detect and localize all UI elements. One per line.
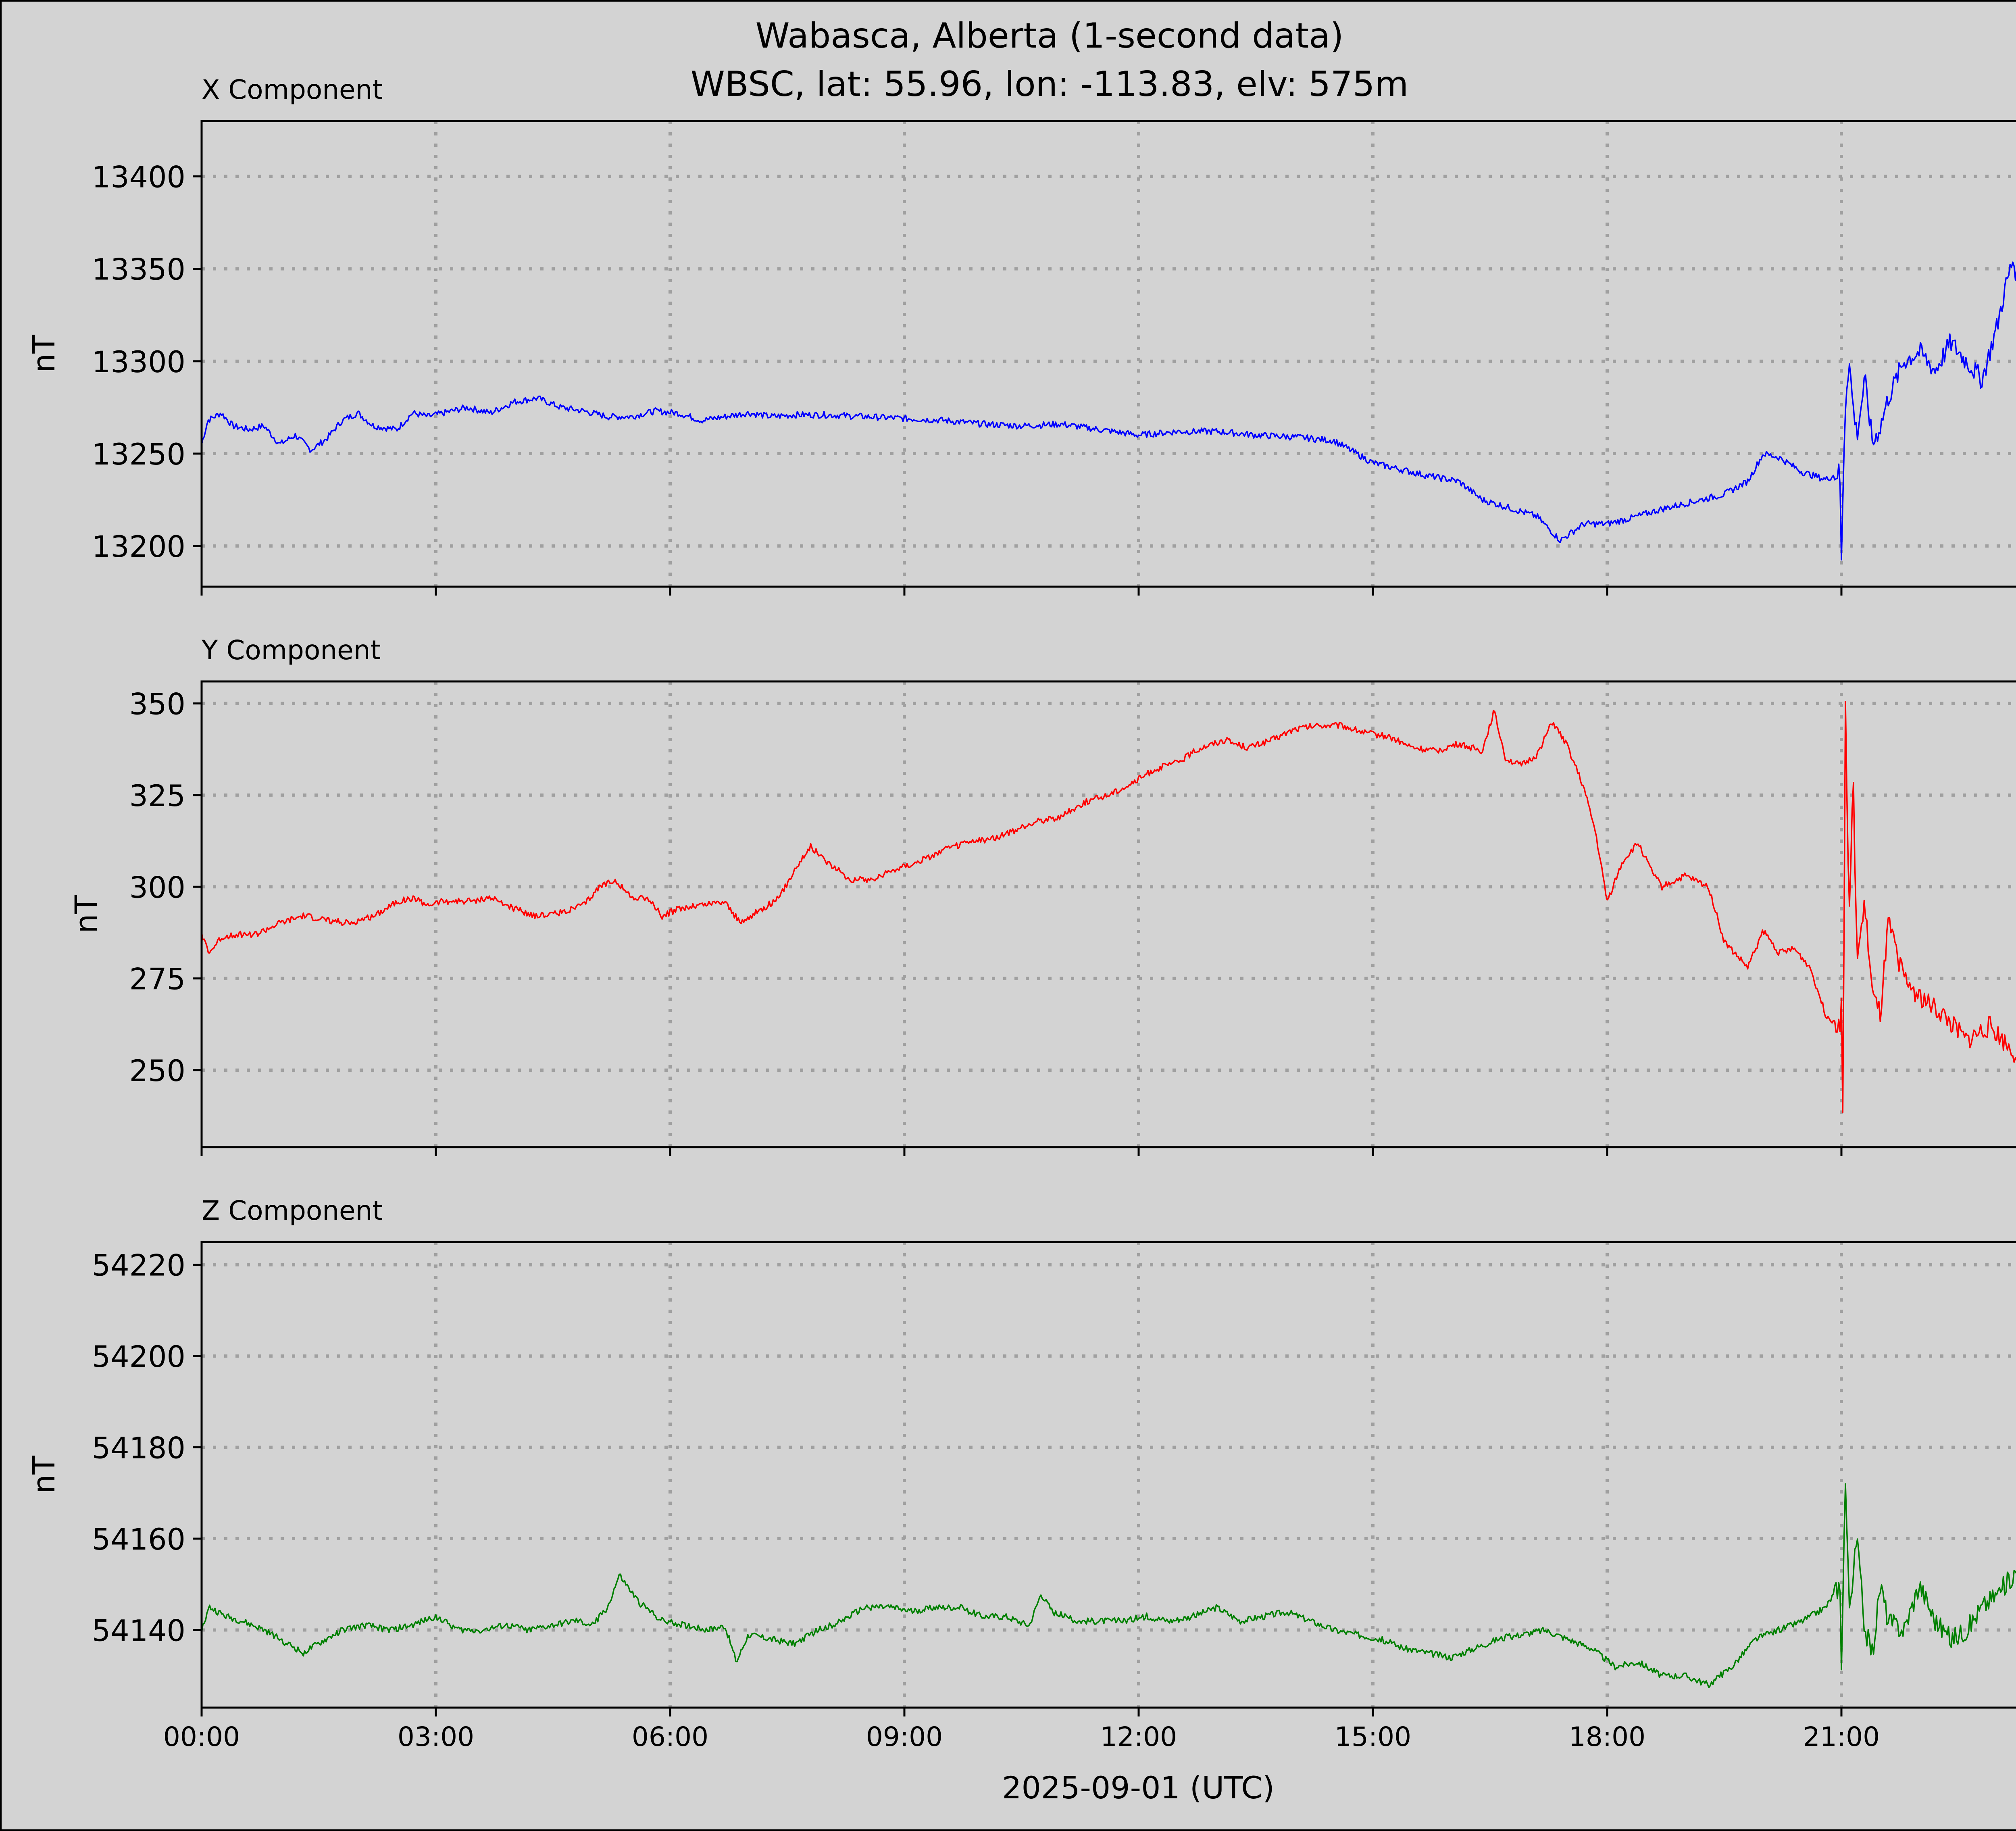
panel-0-ytick-label: 13400 <box>92 160 185 195</box>
panel-1-ylabel: nT <box>68 895 104 933</box>
panel-0-ylabel: nT <box>26 335 62 373</box>
panel-0-ytick-label: 13250 <box>92 437 185 472</box>
panel-2-xtick-label: 21:00 <box>1803 1721 1880 1752</box>
panel-0: X Component nT 13200 13250 13300 13350 13400 <box>26 74 2016 596</box>
panel-0-ytick-label: 13350 <box>92 253 185 287</box>
panel-2-ytick-label: 54200 <box>92 1340 185 1374</box>
panel-1-ytick-label: 250 <box>129 1054 185 1088</box>
panel-2-xtick-label: 18:00 <box>1569 1721 1645 1752</box>
panel-2-xtick-label: 03:00 <box>398 1721 474 1752</box>
panel-2-ytick-label: 54220 <box>92 1249 185 1283</box>
panel-0-title: X Component <box>202 74 383 105</box>
x-axis-label: 2025-09-01 (UTC) <box>1002 1770 1275 1806</box>
panel-2-xtick-label: 09:00 <box>866 1721 943 1752</box>
panel-1-ytick-label: 350 <box>129 687 185 722</box>
panel-1-ytick-label: 325 <box>129 779 185 813</box>
panel-2-series-line <box>201 1483 2016 1688</box>
figure-title-line1: Wabasca, Alberta (1-second data) <box>756 16 1344 56</box>
panel-2: Z Component nT 54140 54160 54180 54200 54220 00… <box>26 1195 2016 1752</box>
panel-1: Y Component nT 250 275 300 325 350 <box>68 635 2016 1156</box>
panel-2-xtick-label: 15:00 <box>1335 1721 1411 1752</box>
panel-2-title: Z Component <box>202 1195 383 1226</box>
panel-2-xtick-label: 00:00 <box>163 1721 240 1752</box>
panel-1-ytick-label: 300 <box>129 871 185 905</box>
panel-1-title: Y Component <box>201 635 381 666</box>
panel-2-ylabel: nT <box>26 1456 62 1494</box>
figure-title-line2: WBSC, lat: 55.96, lon: -113.83, elv: 575… <box>691 64 1409 104</box>
panel-0-series-line <box>201 261 2016 560</box>
panel-2-ytick-label: 54160 <box>92 1523 185 1557</box>
panel-2-ytick-label: 54180 <box>92 1431 185 1466</box>
panels: X Component nT 13200 13250 13300 13350 13400 Y … <box>26 74 2016 1752</box>
panel-2-xtick-label: 06:00 <box>632 1721 708 1752</box>
panel-0-ytick-label: 13200 <box>92 530 185 564</box>
panel-0-ytick-label: 13300 <box>92 345 185 379</box>
panel-2-xtick-label: 12:00 <box>1100 1721 1177 1752</box>
panel-1-series-line <box>201 701 2016 1113</box>
panel-1-ytick-label: 275 <box>129 962 185 997</box>
panel-2-ytick-label: 54140 <box>92 1614 185 1648</box>
